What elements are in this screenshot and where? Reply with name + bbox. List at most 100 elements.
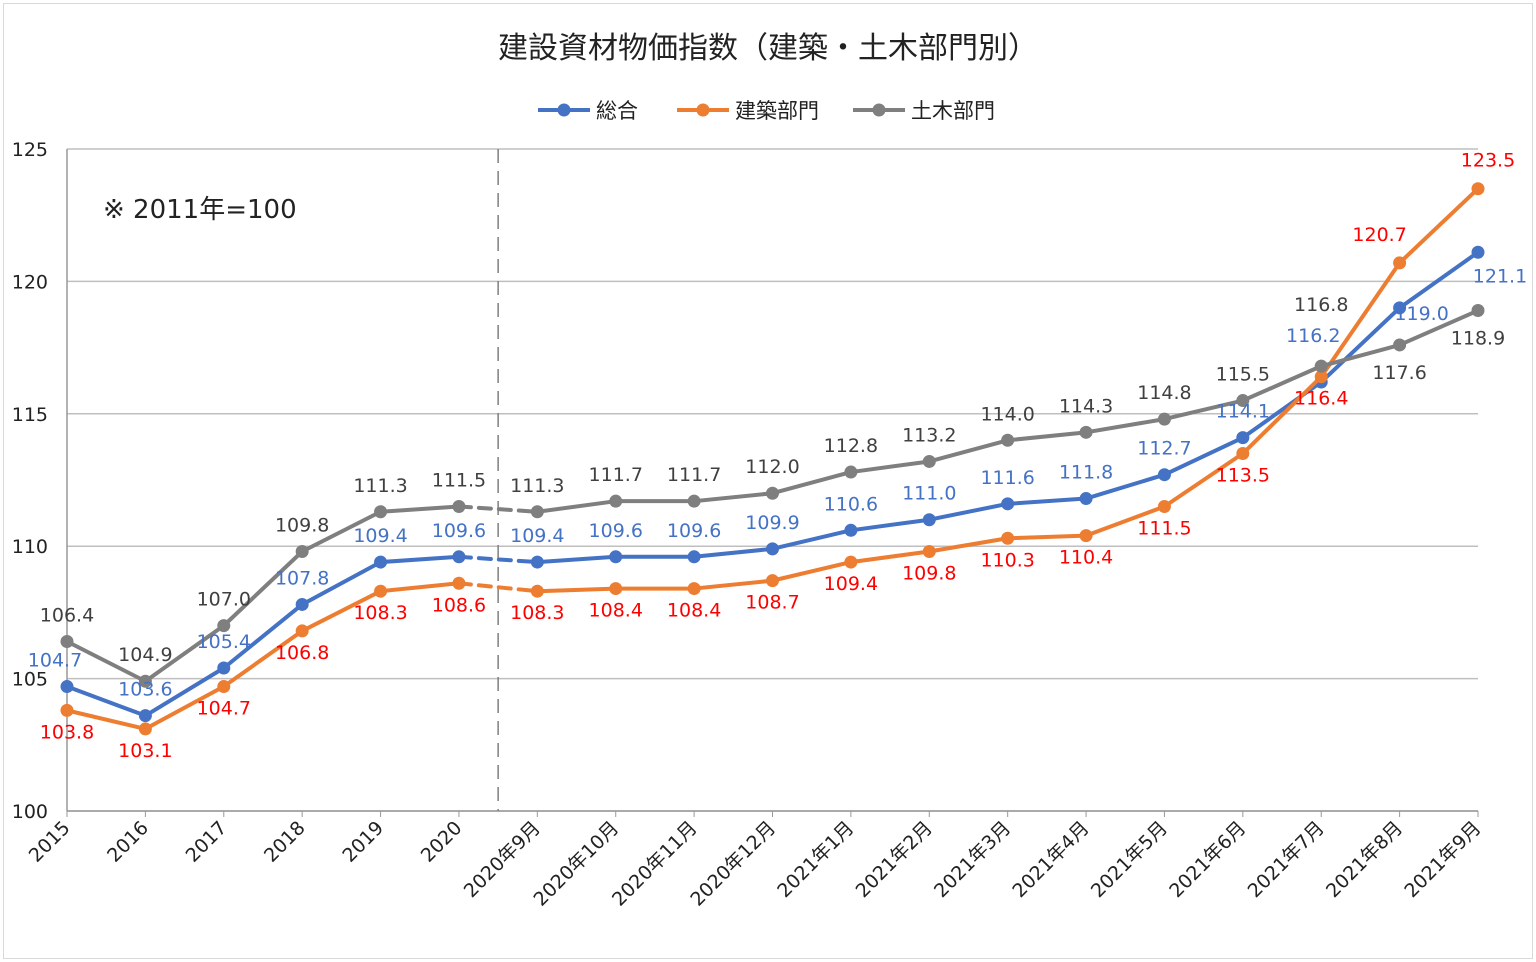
data-label: 106.4 bbox=[40, 605, 94, 627]
series-segment bbox=[535, 499, 618, 514]
series-segment bbox=[221, 602, 305, 671]
y-tick-label: 100 bbox=[12, 801, 48, 823]
data-point bbox=[922, 513, 936, 527]
x-tick-label: 2020 bbox=[417, 817, 467, 867]
data-label: 106.8 bbox=[275, 642, 329, 664]
data-point bbox=[452, 499, 466, 513]
series-segment bbox=[1084, 504, 1167, 538]
data-point bbox=[374, 555, 388, 569]
data-point bbox=[452, 576, 466, 590]
x-tick-label: 2021年2月 bbox=[852, 817, 937, 902]
data-label: 113.5 bbox=[1216, 465, 1270, 487]
data-point bbox=[60, 680, 74, 694]
data-label: 109.6 bbox=[432, 520, 486, 542]
data-point bbox=[60, 635, 74, 649]
data-point bbox=[1079, 425, 1093, 439]
data-point bbox=[1471, 304, 1485, 318]
data-label: 112.0 bbox=[745, 456, 799, 478]
legend-marker bbox=[872, 103, 886, 117]
data-point bbox=[374, 584, 388, 598]
y-tick-label: 125 bbox=[12, 139, 48, 161]
data-point bbox=[1236, 394, 1250, 408]
data-point bbox=[1236, 447, 1250, 461]
series-segment bbox=[65, 708, 148, 731]
x-tick-label: 2021年1月 bbox=[773, 817, 858, 902]
series-segment bbox=[927, 536, 1010, 554]
series-segment bbox=[1005, 430, 1089, 443]
series-segment bbox=[770, 560, 853, 583]
data-point bbox=[374, 505, 388, 519]
data-point bbox=[138, 674, 152, 688]
series-segment bbox=[770, 470, 853, 496]
chart-annotation: ※ 2011年=100 bbox=[103, 195, 297, 225]
x-tick-label: 2019 bbox=[338, 817, 388, 867]
data-point bbox=[138, 722, 152, 736]
series-segment bbox=[927, 438, 1010, 464]
x-tick-label: 2021年9月 bbox=[1400, 817, 1485, 902]
data-point bbox=[922, 454, 936, 468]
data-label: 120.7 bbox=[1352, 224, 1406, 246]
data-point bbox=[1079, 492, 1093, 506]
series-segment bbox=[143, 623, 226, 684]
data-label: 107.0 bbox=[197, 589, 251, 611]
data-label: 109.6 bbox=[589, 520, 643, 542]
series-2 bbox=[60, 304, 1485, 688]
series-segment bbox=[143, 666, 226, 718]
data-label: 111.3 bbox=[353, 475, 407, 497]
data-point bbox=[766, 542, 779, 556]
series-segment bbox=[1005, 496, 1089, 506]
x-tick-label: 2020年12月 bbox=[686, 817, 780, 911]
series-segment bbox=[927, 501, 1010, 522]
data-point bbox=[60, 703, 74, 717]
series-segment bbox=[1005, 533, 1089, 541]
x-tick-label: 2016 bbox=[103, 817, 153, 867]
data-label: 115.5 bbox=[1216, 364, 1270, 386]
series-segment bbox=[143, 684, 226, 731]
series-segment bbox=[1240, 364, 1324, 403]
series-segment bbox=[1240, 374, 1324, 456]
series-segment bbox=[65, 639, 148, 684]
data-point bbox=[1157, 468, 1171, 482]
series-segment bbox=[221, 549, 305, 628]
data-label: 104.7 bbox=[197, 698, 251, 720]
data-label: 111.5 bbox=[1137, 517, 1191, 539]
x-tick-label: 2021年4月 bbox=[1008, 817, 1093, 902]
data-label: 114.3 bbox=[1059, 395, 1113, 417]
data-label: 109.4 bbox=[353, 525, 407, 547]
series-segment bbox=[65, 684, 148, 718]
data-label: 119.0 bbox=[1394, 303, 1448, 325]
series-segment bbox=[1397, 186, 1480, 265]
data-label: 118.9 bbox=[1451, 328, 1505, 350]
series-segment bbox=[456, 581, 540, 594]
data-label: 108.4 bbox=[667, 600, 721, 622]
data-point bbox=[766, 574, 779, 588]
data-label: 108.6 bbox=[432, 594, 486, 616]
series-segment bbox=[1162, 398, 1245, 422]
data-label: 114.1 bbox=[1216, 401, 1270, 423]
series-segment bbox=[770, 528, 853, 551]
data-point bbox=[530, 505, 544, 519]
data-point bbox=[687, 582, 701, 596]
data-label: 111.0 bbox=[902, 483, 956, 505]
data-point bbox=[1471, 182, 1485, 196]
series-segment bbox=[1084, 417, 1167, 435]
x-tick-label: 2021年3月 bbox=[930, 817, 1015, 902]
data-label: 103.1 bbox=[118, 740, 172, 762]
data-label: 108.3 bbox=[510, 602, 564, 624]
data-label: 113.2 bbox=[902, 424, 956, 446]
series-segment bbox=[1319, 260, 1402, 379]
series-segment bbox=[1319, 342, 1402, 369]
x-tick-label: 2021年6月 bbox=[1165, 817, 1250, 902]
series-0 bbox=[60, 245, 1485, 723]
data-label: 111.5 bbox=[432, 469, 486, 491]
data-point bbox=[844, 555, 858, 569]
x-tick-label: 2020年9月 bbox=[460, 817, 545, 902]
series-segment bbox=[535, 554, 618, 565]
data-point bbox=[687, 550, 701, 564]
chart-title: 建設資材物価指数（建築・土木部門別） bbox=[498, 31, 1038, 66]
data-point bbox=[1314, 359, 1328, 373]
legend-marker bbox=[696, 103, 710, 117]
x-tick-label: 2015 bbox=[25, 817, 75, 867]
data-label: 110.4 bbox=[1059, 547, 1113, 569]
series-segment bbox=[300, 560, 383, 607]
